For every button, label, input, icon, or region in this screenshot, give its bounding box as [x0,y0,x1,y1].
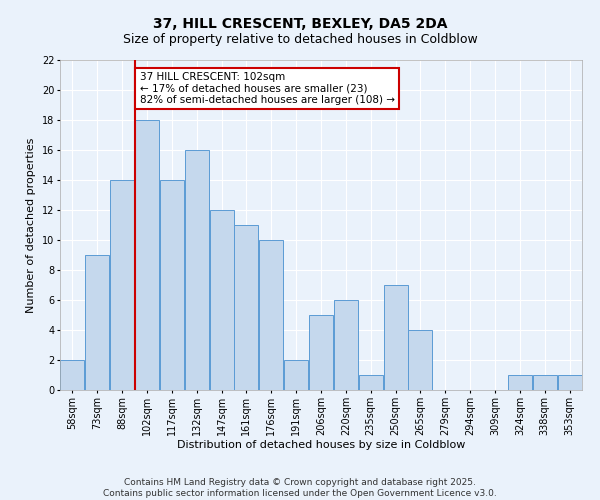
Bar [508,375,532,390]
Text: 37 HILL CRESCENT: 102sqm
← 17% of detached houses are smaller (23)
82% of semi-d: 37 HILL CRESCENT: 102sqm ← 17% of detach… [140,72,395,105]
Bar [235,225,259,390]
Bar [185,150,209,390]
Bar [135,120,159,390]
Text: Contains HM Land Registry data © Crown copyright and database right 2025.
Contai: Contains HM Land Registry data © Crown c… [103,478,497,498]
Bar [309,315,333,390]
Bar [359,375,383,390]
X-axis label: Distribution of detached houses by size in Coldblow: Distribution of detached houses by size … [177,440,465,450]
Text: Size of property relative to detached houses in Coldblow: Size of property relative to detached ho… [122,32,478,46]
Bar [533,375,557,390]
Bar [334,300,358,390]
Y-axis label: Number of detached properties: Number of detached properties [26,138,37,312]
Bar [61,360,85,390]
Bar [409,330,433,390]
Bar [160,180,184,390]
Bar [259,240,283,390]
Bar [383,285,407,390]
Bar [209,210,233,390]
Bar [85,255,109,390]
Bar [110,180,134,390]
Bar [284,360,308,390]
Text: 37, HILL CRESCENT, BEXLEY, DA5 2DA: 37, HILL CRESCENT, BEXLEY, DA5 2DA [153,18,447,32]
Bar [557,375,581,390]
